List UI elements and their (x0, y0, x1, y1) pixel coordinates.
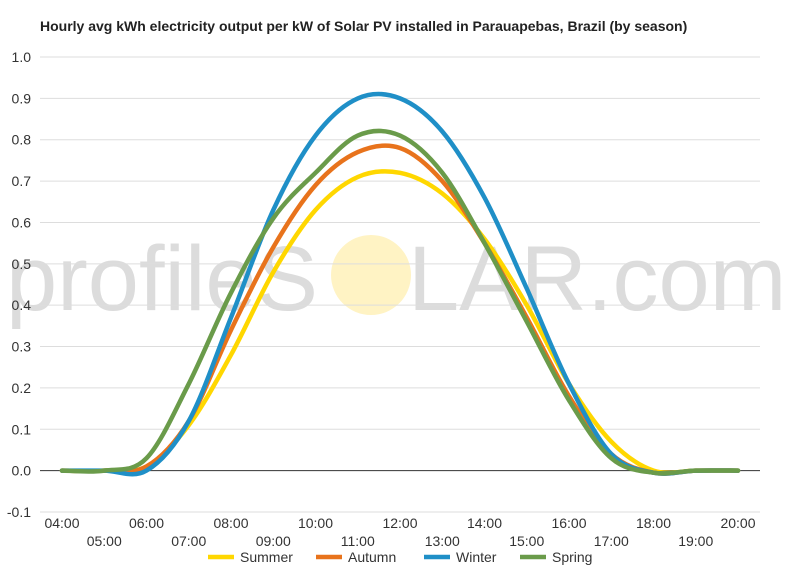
watermark-sun (331, 235, 411, 315)
x-tick-label: 08:00 (213, 515, 248, 531)
x-tick-label: 11:00 (341, 533, 375, 549)
x-tick-label: 09:00 (256, 533, 291, 549)
y-tick-label: 1.0 (12, 49, 32, 65)
x-tick-label: 12:00 (382, 515, 417, 531)
y-tick-label: 0.0 (12, 463, 32, 479)
y-tick-label: 0.8 (12, 132, 32, 148)
legend: Summer Autumn Winter Spring (208, 549, 592, 565)
legend-label-spring: Spring (552, 549, 592, 565)
y-tick-label: 0.5 (12, 256, 32, 272)
watermark-text-left: profileS (6, 228, 318, 330)
x-tick-label: 13:00 (425, 533, 460, 549)
y-tick-label: 0.3 (12, 339, 32, 355)
y-tick-label: 0.1 (12, 421, 32, 437)
x-tick-label: 04:00 (44, 515, 79, 531)
y-tick-label: 0.7 (12, 173, 32, 189)
y-tick-label: 0.2 (12, 380, 32, 396)
watermark-text-right: LAR.com (408, 228, 786, 330)
plot-lines (59, 91, 741, 477)
y-axis: 1.0 0.9 0.8 0.7 0.6 0.5 0.4 0.3 0.2 0.1 0.0 -0.1 (7, 49, 31, 520)
x-tick-label: 19:00 (678, 533, 713, 549)
x-tick-label: 17:00 (594, 533, 629, 549)
x-tick-label: 07:00 (171, 533, 206, 549)
y-tick-label: 0.6 (12, 214, 32, 230)
x-tick-label: 16:00 (551, 515, 586, 531)
y-tick-label: 0.4 (12, 297, 32, 313)
legend-label-winter: Winter (456, 549, 497, 565)
y-tick-label: 0.9 (12, 90, 32, 106)
series-line-winter (59, 91, 741, 477)
legend-label-autumn: Autumn (348, 549, 396, 565)
x-tick-label: 06:00 (129, 515, 164, 531)
x-tick-label: 14:00 (467, 515, 502, 531)
watermark: profileS LAR.com (6, 228, 786, 330)
x-tick-label: 05:00 (87, 533, 122, 549)
x-tick-label: 15:00 (509, 533, 544, 549)
grid (40, 56, 760, 513)
legend-label-summer: Summer (240, 549, 293, 565)
y-tick-label: -0.1 (7, 504, 31, 520)
x-tick-label: 20:00 (720, 515, 755, 531)
chart-title: Hourly avg kWh electricity output per kW… (40, 18, 688, 34)
x-tick-label: 18:00 (636, 515, 671, 531)
x-tick-label: 10:00 (298, 515, 333, 531)
series-line-spring (59, 128, 741, 476)
x-axis: 04:00 05:00 06:00 07:00 08:00 09:00 10:00 11:00… (44, 515, 755, 549)
